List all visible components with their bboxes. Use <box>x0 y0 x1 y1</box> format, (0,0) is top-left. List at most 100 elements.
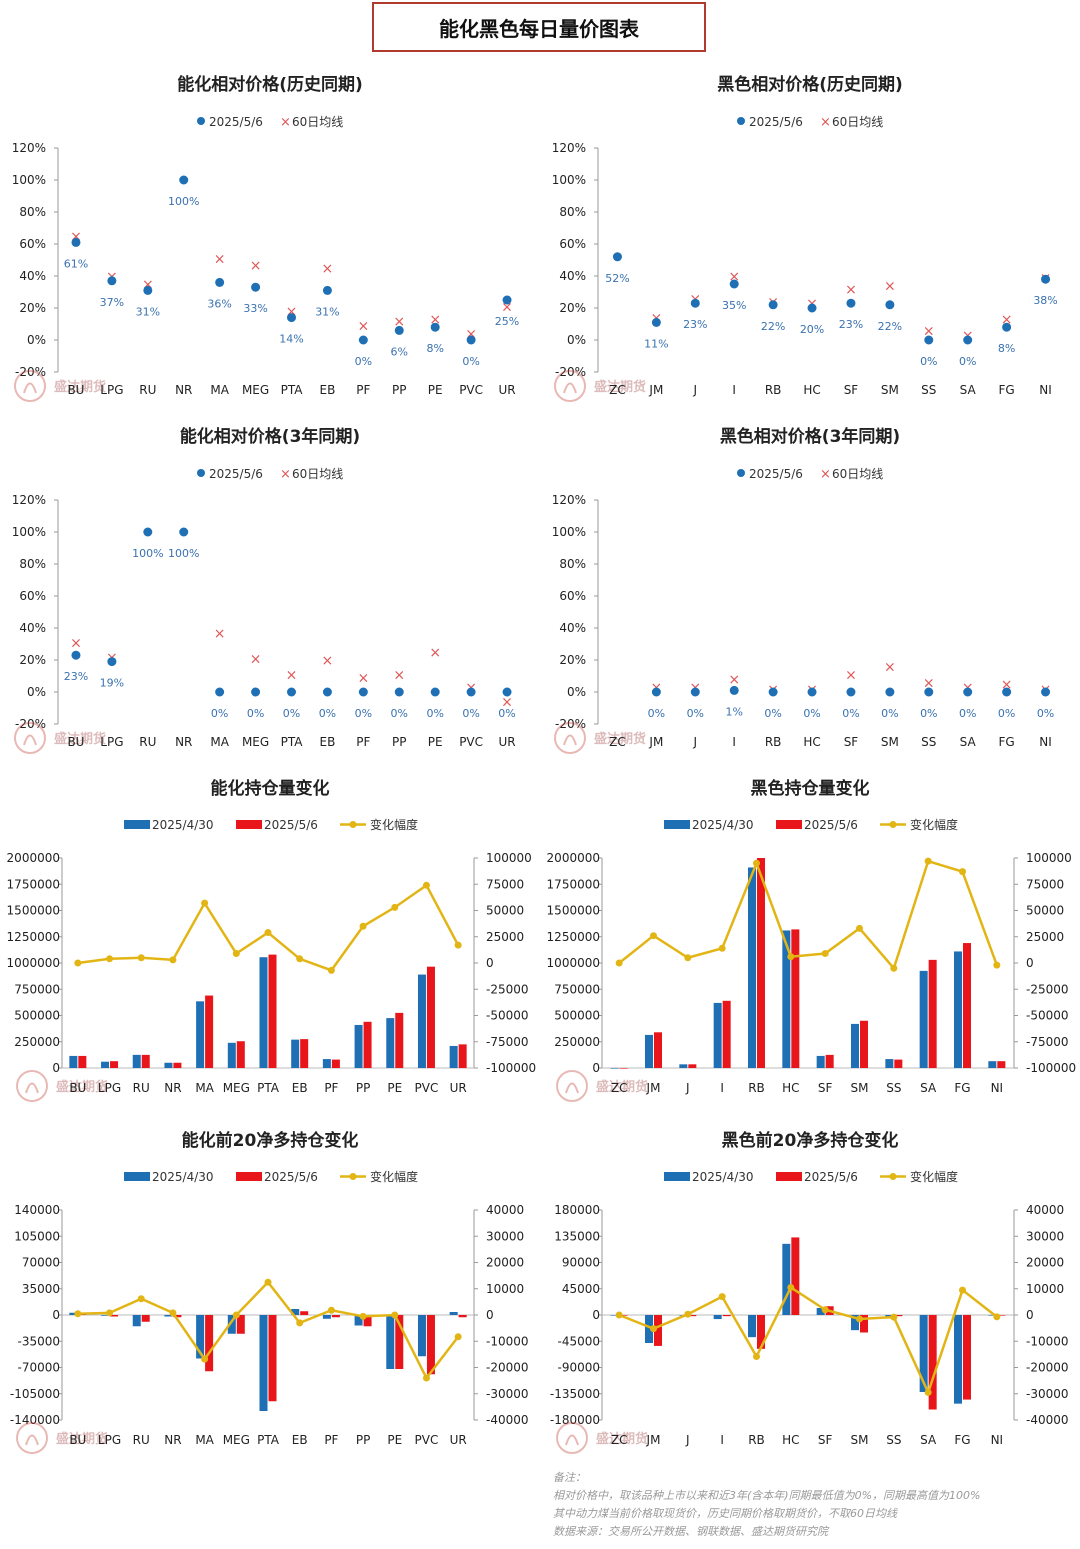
x-tick-label: PE <box>428 735 443 749</box>
x-tick-label: PE <box>387 1081 402 1095</box>
x-tick-label: I <box>720 1081 724 1095</box>
bar-prev <box>291 1309 300 1315</box>
watermark-text: 盛达期货 <box>56 1431 108 1447</box>
data-label: 19% <box>100 677 124 690</box>
y-tick-label: 60% <box>19 589 46 603</box>
y-tick-label: 80% <box>559 205 586 219</box>
change-marker <box>718 1293 726 1301</box>
y2-tick-label: 75000 <box>486 877 524 891</box>
y-tick-label: -20% <box>555 717 586 731</box>
legend-marker <box>889 1173 897 1180</box>
x-tick-label: RB <box>748 1433 765 1447</box>
watermark-text: 盛达期货 <box>54 379 106 395</box>
bar-prev <box>919 1315 928 1392</box>
bar-prev <box>291 1039 300 1068</box>
change-marker <box>890 1313 898 1321</box>
x-tick-label: J <box>693 383 698 397</box>
bar-curr <box>205 1315 214 1372</box>
bar-prev <box>164 1315 173 1317</box>
ma60-point: × <box>501 695 513 711</box>
data-label: 23% <box>64 670 88 683</box>
current-point <box>143 527 153 537</box>
chart-title: 能化持仓量变化 <box>211 778 330 799</box>
ma60-point: × <box>728 269 740 285</box>
x-tick-label: ZC <box>611 1081 628 1095</box>
bar-prev <box>69 1055 78 1068</box>
watermark-text: 盛达期货 <box>54 731 106 747</box>
y-tick-label: 500000 <box>554 1009 600 1023</box>
data-label: 0% <box>998 707 1015 720</box>
data-label: 11% <box>644 337 668 350</box>
data-label: 0% <box>283 707 300 720</box>
x-tick-label: PF <box>356 383 370 397</box>
bar-curr <box>173 1315 182 1318</box>
x-tick-label: UR <box>498 383 515 397</box>
x-tick-label: SS <box>886 1081 901 1095</box>
data-label: 100% <box>132 547 163 560</box>
bar-prev <box>354 1315 363 1326</box>
chart-title: 黑色相对价格(历史同期) <box>717 74 903 95</box>
data-label: 0% <box>426 707 443 720</box>
x-tick-label: J <box>685 1081 690 1095</box>
y-tick-label: 0% <box>567 333 586 347</box>
legend-cross-icon: × <box>820 467 831 482</box>
bar-prev <box>259 957 268 1068</box>
x-tick-label: RB <box>765 735 782 749</box>
current-point <box>71 237 81 247</box>
data-label: 0% <box>959 707 976 720</box>
current-point <box>846 687 856 697</box>
legend-label: 2025/5/6 <box>264 818 318 832</box>
bar-prev <box>851 1023 859 1068</box>
y2-tick-label: 0 <box>486 1308 494 1322</box>
bar-prev <box>132 1054 141 1068</box>
x-tick-label: MA <box>210 383 229 397</box>
bar-curr <box>791 1237 800 1315</box>
bar-curr <box>722 1315 731 1317</box>
bar-curr <box>236 1315 245 1334</box>
data-label: 25% <box>495 315 519 328</box>
y-tick-label: -45000 <box>557 1334 600 1348</box>
change-marker <box>422 1374 430 1382</box>
bar-curr <box>825 1054 834 1068</box>
y-tick-label: -20% <box>555 365 586 379</box>
change-marker <box>924 857 932 865</box>
bar-prev <box>164 1062 173 1068</box>
data-label: 33% <box>243 302 267 315</box>
data-label: 0% <box>842 707 859 720</box>
x-tick-label: SA <box>960 735 977 749</box>
y-tick-label: -135000 <box>550 1387 600 1401</box>
legend-point-icon <box>737 117 745 125</box>
current-point <box>107 276 117 286</box>
watermark-logo-icon <box>14 370 46 402</box>
legend-point-icon <box>197 117 205 125</box>
y-tick-label: 120% <box>12 493 46 507</box>
current-point <box>651 317 661 327</box>
y2-tick-label: 50000 <box>1026 904 1064 918</box>
y2-tick-label: 30000 <box>486 1229 524 1243</box>
y-tick-label: 0% <box>27 685 46 699</box>
data-label: 35% <box>722 299 746 312</box>
data-label: 37% <box>100 296 124 309</box>
chart-svg: 黑色相对价格(3年同期)2025/5/6 × 60日均线120%100%80%60%… <box>552 426 1054 754</box>
x-tick-label: SF <box>818 1433 833 1447</box>
y2-tick-label: 0 <box>1026 1308 1034 1322</box>
x-tick-label: PP <box>356 1081 370 1095</box>
y-tick-label: 0 <box>592 1308 600 1322</box>
bar-curr <box>205 995 214 1068</box>
y-tick-label: 120% <box>12 141 46 155</box>
y-tick-label: 2000000 <box>547 851 600 865</box>
change-marker <box>993 961 1001 969</box>
ma60-point: × <box>357 319 369 335</box>
data-label: 14% <box>279 333 303 346</box>
x-tick-label: BU <box>69 1433 86 1447</box>
chart-chem-top20: 能化前20净多持仓变化 2025/4/30 2025/5/6 变化幅度 140000 10… <box>0 1122 535 1462</box>
change-marker <box>454 1333 462 1341</box>
change-marker <box>264 929 272 937</box>
legend-label: 2025/5/6 <box>264 1170 318 1184</box>
x-tick-label: HC <box>782 1081 799 1095</box>
ma60-point: × <box>286 667 298 683</box>
x-tick-label: PP <box>392 735 406 749</box>
y-tick-label: 1000000 <box>7 956 60 970</box>
data-label: 0% <box>1037 707 1054 720</box>
y-tick-label: 40% <box>19 269 46 283</box>
